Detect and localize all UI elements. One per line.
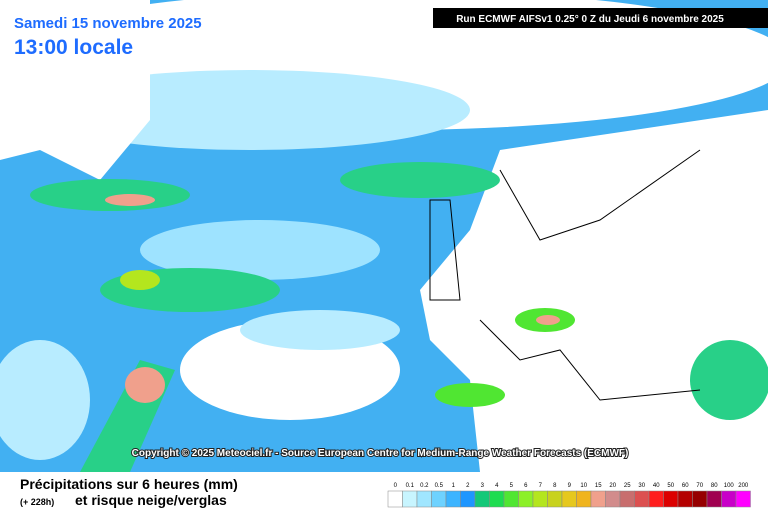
heavy-precip xyxy=(120,270,160,290)
legend-label: 7 xyxy=(539,483,543,489)
legend-label: 15 xyxy=(595,483,602,489)
legend-label: 200 xyxy=(738,483,749,489)
footer-subtitle: et risque neige/verglas xyxy=(75,492,227,508)
legend-label: 9 xyxy=(568,483,572,489)
legend-swatch xyxy=(532,490,548,508)
legend-swatch xyxy=(547,490,563,508)
legend-label: 25 xyxy=(624,483,631,489)
legend-swatch xyxy=(474,490,490,508)
legend-label: 60 xyxy=(682,483,689,489)
heavy-precip xyxy=(536,315,560,325)
coastline xyxy=(429,199,461,301)
moderate-precip xyxy=(690,340,768,420)
legend-label: 20 xyxy=(609,483,616,489)
legend-swatch xyxy=(605,490,621,508)
legend: 0 0.1 0.2 0.5 1 2 3 4 5 6 7 8 9 10 15 20 25 30 40 50 60 70 80 1… xyxy=(387,483,751,508)
legend-label: 8 xyxy=(553,483,557,489)
legend-label: 40 xyxy=(653,483,660,489)
borders xyxy=(479,149,701,401)
legend-label: 50 xyxy=(667,483,674,489)
legend-swatch xyxy=(402,490,418,508)
legend-swatch xyxy=(677,490,693,508)
light-precip xyxy=(140,220,380,280)
legend-label: 4 xyxy=(495,483,499,489)
run-box xyxy=(433,8,768,28)
legend-label: 3 xyxy=(481,483,485,489)
legend-swatch xyxy=(663,490,679,508)
moderate-precip xyxy=(435,383,505,407)
legend-swatch xyxy=(416,490,432,508)
greenland xyxy=(0,0,150,180)
legend-label: 0.1 xyxy=(406,483,415,489)
legend-swatch xyxy=(431,490,447,508)
legend-label: 1 xyxy=(452,483,456,489)
light-precip xyxy=(0,340,90,460)
legend-swatch xyxy=(721,490,737,508)
legend-label: 100 xyxy=(724,483,735,489)
legend-swatch xyxy=(576,490,592,508)
legend-label: 6 xyxy=(524,483,528,489)
legend-label: 0.2 xyxy=(420,483,429,489)
legend-label: 5 xyxy=(510,483,514,489)
legend-label: 80 xyxy=(711,483,718,489)
date-title: Samedi 15 novembre 2025 xyxy=(14,15,202,32)
legend-label: 2 xyxy=(466,483,470,489)
legend-swatch xyxy=(445,490,461,508)
map xyxy=(0,0,768,472)
legend-swatch xyxy=(735,490,751,508)
legend-label: 0.5 xyxy=(435,483,444,489)
moderate-precip xyxy=(340,162,500,198)
legend-swatch xyxy=(648,490,664,508)
legend-swatch xyxy=(590,490,606,508)
light-precip xyxy=(240,310,400,350)
footer-title: Précipitations sur 6 heures (mm) xyxy=(20,476,238,492)
legend-swatch xyxy=(460,490,476,508)
legend-label: 0 xyxy=(394,483,398,489)
legend-swatch xyxy=(692,490,708,508)
legend-label: 30 xyxy=(638,483,645,489)
lead-time: (+ 228h) xyxy=(20,497,54,507)
legend-swatch xyxy=(706,490,722,508)
land-dry xyxy=(420,110,768,472)
run-info: Run ECMWF AIFSv1 0.25° 0 Z du Jeudi 6 no… xyxy=(456,14,724,25)
legend-swatch xyxy=(619,490,635,508)
legend-swatch xyxy=(561,490,577,508)
legend-label: 70 xyxy=(696,483,703,489)
time-title: 13:00 locale xyxy=(14,36,133,59)
legend-swatch xyxy=(503,490,519,508)
heavy-precip xyxy=(125,367,165,403)
copyright: Copyright © 2025 Meteociel.fr - Source E… xyxy=(132,448,629,459)
legend-swatch xyxy=(489,490,505,508)
legend-swatch xyxy=(518,490,534,508)
moderate-precip xyxy=(30,179,190,211)
heavy-precip xyxy=(105,194,155,206)
legend-swatch xyxy=(634,490,650,508)
legend-swatch xyxy=(387,490,403,508)
legend-label: 10 xyxy=(580,483,587,489)
